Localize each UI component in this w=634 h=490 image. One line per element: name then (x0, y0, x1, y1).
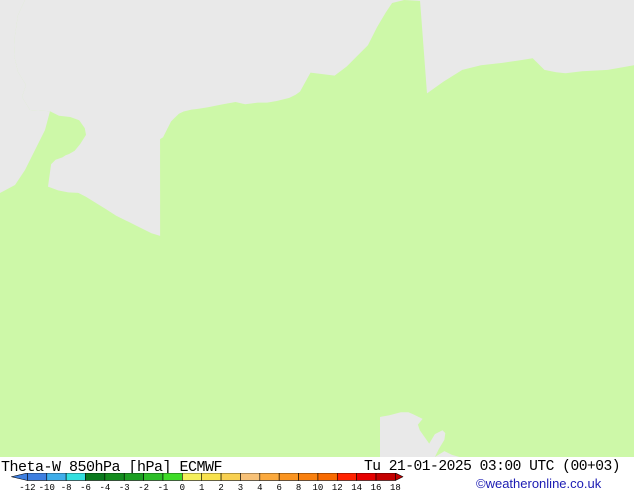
svg-text:14: 14 (351, 483, 362, 490)
svg-text:12: 12 (332, 483, 343, 490)
svg-text:16: 16 (371, 483, 382, 490)
svg-text:10: 10 (313, 483, 324, 490)
svg-text:-4: -4 (99, 483, 110, 490)
svg-text:-6: -6 (80, 483, 91, 490)
svg-text:6: 6 (276, 483, 281, 490)
svg-text:18: 18 (390, 483, 401, 490)
svg-text:-1: -1 (158, 483, 169, 490)
svg-text:2: 2 (218, 483, 223, 490)
svg-text:-12: -12 (19, 483, 35, 490)
svg-text:-3: -3 (119, 483, 130, 490)
svg-text:-8: -8 (61, 483, 72, 490)
svg-text:-10: -10 (39, 483, 55, 490)
svg-text:1: 1 (199, 483, 204, 490)
svg-text:8: 8 (296, 483, 301, 490)
svg-text:-2: -2 (138, 483, 149, 490)
svg-text:0: 0 (180, 483, 185, 490)
svg-text:3: 3 (238, 483, 243, 490)
svg-text:4: 4 (257, 483, 262, 490)
